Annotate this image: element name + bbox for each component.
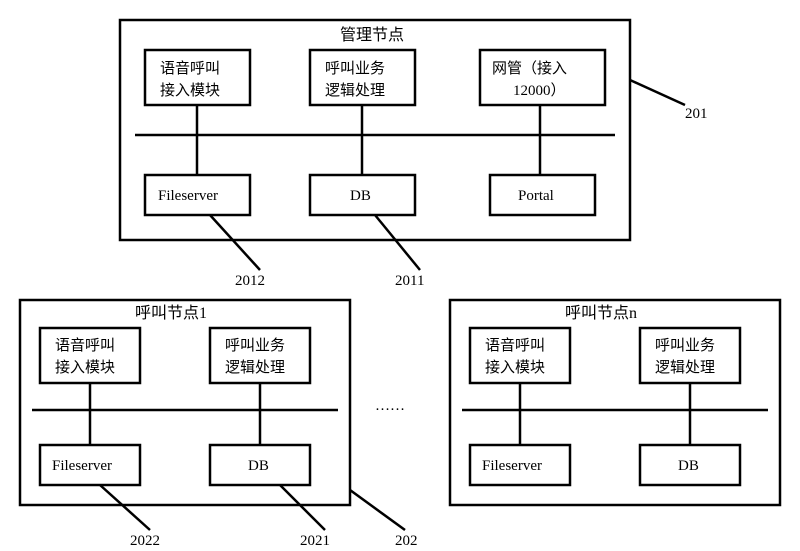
- ref-202-leader: [350, 490, 405, 530]
- call1-top-box-1-line2: 逻辑处理: [225, 359, 285, 376]
- call1-top-box-0-line2: 接入模块: [55, 359, 115, 376]
- calln-bottom-box-1-label: DB: [678, 458, 699, 474]
- mgmt-top-box-1-line1: 呼叫业务: [325, 60, 385, 77]
- call1-bottom-box-1-label: DB: [248, 458, 269, 474]
- architecture-diagram: 管理节点 语音呼叫 接入模块 呼叫业务 逻辑处理 网管（接入 12000） Fi…: [0, 0, 800, 551]
- call1-bottom-box-0-label: Fileserver: [52, 458, 112, 474]
- mgmt-top-box-2-line2: 12000）: [513, 82, 566, 99]
- mgmt-top-box-0-line2: 接入模块: [160, 82, 220, 99]
- mgmt-bottom-box-2-label: Portal: [518, 188, 554, 204]
- ref-2011: 2011: [395, 273, 424, 289]
- ref-2022: 2022: [130, 533, 160, 549]
- ref-201: 201: [685, 106, 708, 122]
- calln-top-box-0-line2: 接入模块: [485, 359, 545, 376]
- calln-top-box-1-line2: 逻辑处理: [655, 359, 715, 376]
- calln-top-box-0-line1: 语音呼叫: [485, 337, 545, 354]
- calln-top-box-1-line1: 呼叫业务: [655, 337, 715, 354]
- mgmt-top-box-1-line2: 逻辑处理: [325, 82, 385, 99]
- mgmt-bottom-box-1-label: DB: [350, 188, 371, 204]
- mgmt-top-box-0-line1: 语音呼叫: [160, 60, 220, 77]
- ref-2021: 2021: [300, 533, 330, 549]
- mgmt-bottom-box-0-label: Fileserver: [158, 188, 218, 204]
- call-node-n-title: 呼叫节点n: [565, 304, 637, 322]
- call1-top-box-0-line1: 语音呼叫: [55, 337, 115, 354]
- ref-201-leader: [630, 80, 685, 105]
- call-node-1-title: 呼叫节点1: [135, 304, 207, 322]
- management-title: 管理节点: [340, 26, 404, 44]
- call1-top-box-1-line1: 呼叫业务: [225, 337, 285, 354]
- mgmt-top-box-2-line1: 网管（接入: [492, 60, 567, 77]
- ref-202: 202: [395, 533, 418, 549]
- calln-bottom-box-0-label: Fileserver: [482, 458, 542, 474]
- ref-2012: 2012: [235, 273, 265, 289]
- ellipsis: ……: [375, 398, 405, 414]
